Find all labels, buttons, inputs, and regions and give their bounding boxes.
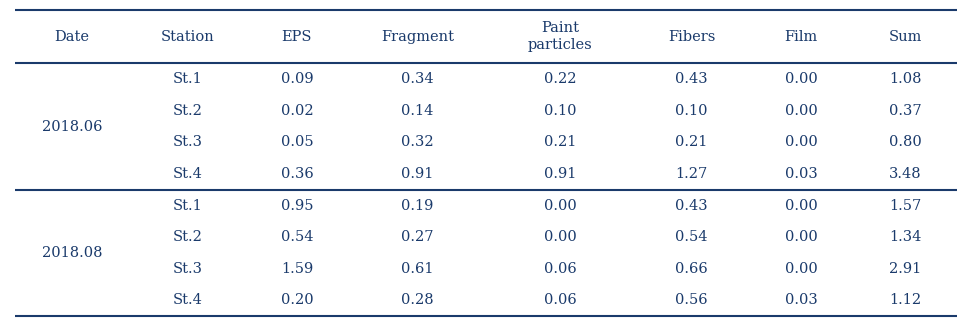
Text: Film: Film bbox=[784, 30, 817, 44]
Text: 1.27: 1.27 bbox=[676, 167, 708, 181]
Text: 1.08: 1.08 bbox=[889, 72, 921, 86]
Text: 0.10: 0.10 bbox=[676, 104, 708, 118]
Text: EPS: EPS bbox=[282, 30, 312, 44]
Text: 0.00: 0.00 bbox=[784, 72, 817, 86]
Text: 0.00: 0.00 bbox=[784, 135, 817, 149]
Text: 0.14: 0.14 bbox=[401, 104, 434, 118]
Text: Date: Date bbox=[54, 30, 89, 44]
Text: 0.09: 0.09 bbox=[281, 72, 313, 86]
Text: 0.34: 0.34 bbox=[401, 72, 434, 86]
Text: 2018.08: 2018.08 bbox=[42, 246, 102, 260]
Text: 0.00: 0.00 bbox=[784, 262, 817, 276]
Text: 1.12: 1.12 bbox=[889, 293, 921, 307]
Text: 0.19: 0.19 bbox=[401, 199, 434, 213]
Text: 0.21: 0.21 bbox=[543, 135, 576, 149]
Text: 2018.06: 2018.06 bbox=[42, 120, 102, 134]
Text: 1.57: 1.57 bbox=[889, 199, 921, 213]
Text: 0.95: 0.95 bbox=[281, 199, 313, 213]
Text: 0.91: 0.91 bbox=[401, 167, 434, 181]
Text: 0.27: 0.27 bbox=[401, 230, 434, 244]
Text: 0.36: 0.36 bbox=[281, 167, 313, 181]
Text: Fragment: Fragment bbox=[381, 30, 454, 44]
Text: 0.00: 0.00 bbox=[543, 230, 576, 244]
Text: 0.22: 0.22 bbox=[543, 72, 576, 86]
Text: 0.54: 0.54 bbox=[676, 230, 708, 244]
Text: 0.61: 0.61 bbox=[401, 262, 434, 276]
Text: St.1: St.1 bbox=[172, 72, 202, 86]
Text: 0.43: 0.43 bbox=[676, 199, 708, 213]
Text: Sum: Sum bbox=[888, 30, 922, 44]
Text: 0.54: 0.54 bbox=[281, 230, 313, 244]
Text: Paint
particles: Paint particles bbox=[528, 22, 592, 52]
Text: 0.91: 0.91 bbox=[543, 167, 576, 181]
Text: 0.20: 0.20 bbox=[281, 293, 313, 307]
Text: 0.00: 0.00 bbox=[784, 104, 817, 118]
Text: 0.10: 0.10 bbox=[543, 104, 576, 118]
Text: 3.48: 3.48 bbox=[889, 167, 921, 181]
Text: 0.02: 0.02 bbox=[281, 104, 313, 118]
Text: St.2: St.2 bbox=[172, 104, 202, 118]
Text: St.1: St.1 bbox=[172, 199, 202, 213]
Text: 0.21: 0.21 bbox=[676, 135, 708, 149]
Text: St.2: St.2 bbox=[172, 230, 202, 244]
Text: Station: Station bbox=[160, 30, 214, 44]
Text: 0.05: 0.05 bbox=[281, 135, 313, 149]
Text: 0.37: 0.37 bbox=[889, 104, 921, 118]
Text: 0.00: 0.00 bbox=[784, 230, 817, 244]
Text: 1.59: 1.59 bbox=[281, 262, 313, 276]
Text: 0.06: 0.06 bbox=[543, 293, 576, 307]
Text: Fibers: Fibers bbox=[668, 30, 715, 44]
Text: St.3: St.3 bbox=[172, 135, 202, 149]
Text: 0.80: 0.80 bbox=[889, 135, 921, 149]
Text: 0.32: 0.32 bbox=[401, 135, 434, 149]
Text: 0.06: 0.06 bbox=[543, 262, 576, 276]
Text: 0.43: 0.43 bbox=[676, 72, 708, 86]
Text: St.4: St.4 bbox=[172, 293, 202, 307]
Text: St.3: St.3 bbox=[172, 262, 202, 276]
Text: 0.28: 0.28 bbox=[401, 293, 434, 307]
Text: 0.00: 0.00 bbox=[543, 199, 576, 213]
Text: 0.03: 0.03 bbox=[784, 293, 817, 307]
Text: 2.91: 2.91 bbox=[889, 262, 921, 276]
Text: 0.03: 0.03 bbox=[784, 167, 817, 181]
Text: 0.56: 0.56 bbox=[676, 293, 708, 307]
Text: 1.34: 1.34 bbox=[889, 230, 921, 244]
Text: St.4: St.4 bbox=[172, 167, 202, 181]
Text: 0.00: 0.00 bbox=[784, 199, 817, 213]
Text: 0.66: 0.66 bbox=[676, 262, 708, 276]
